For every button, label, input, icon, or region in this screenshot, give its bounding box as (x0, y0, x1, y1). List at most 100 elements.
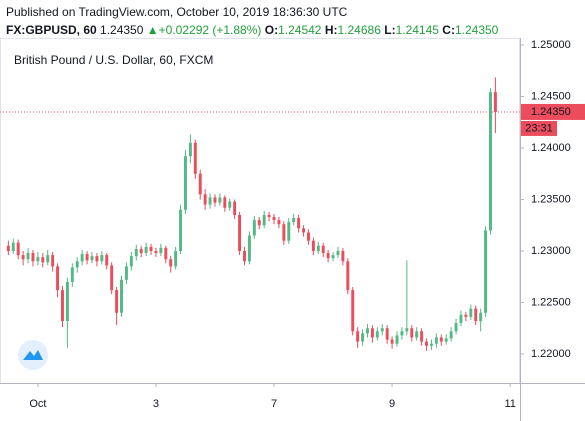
change: +0.02292 (+1.88%) (158, 23, 262, 37)
candle-body (272, 216, 276, 221)
candle-body (115, 290, 119, 313)
candle-body (213, 197, 217, 203)
candle-body (159, 247, 163, 254)
candle-body (351, 290, 355, 332)
candle-body (336, 250, 340, 256)
candle-body (36, 257, 40, 262)
candle-body (85, 254, 89, 261)
candle-body (410, 328, 414, 338)
candle-body (11, 242, 15, 251)
candle-body (439, 337, 443, 342)
candle-body (375, 331, 379, 338)
candle-body (90, 256, 94, 261)
y-tick-label: 1.24500 (531, 90, 571, 102)
candle-body (326, 253, 330, 259)
candle-body (218, 197, 222, 203)
candle-body (405, 328, 409, 332)
candle-body (247, 235, 251, 262)
candle-body (238, 214, 242, 251)
candle-body (282, 224, 286, 241)
y-tick-label: 1.25000 (531, 39, 571, 51)
candle-body (46, 255, 50, 263)
candle-body (193, 142, 197, 174)
candle-body (16, 242, 20, 256)
candle-body (292, 218, 296, 223)
candle-body (306, 232, 310, 241)
y-tick-label: 1.22000 (531, 348, 571, 360)
countdown-label: 23:31 (525, 122, 553, 134)
candle-body (31, 253, 35, 262)
candle-body (434, 337, 438, 344)
y-tick-label: 1.23000 (531, 245, 571, 257)
candle-body (356, 331, 360, 342)
logo-mark (23, 350, 43, 360)
candle-body (395, 335, 399, 344)
ohlc-value: 1.24350 (454, 23, 499, 37)
candle-body (233, 201, 237, 215)
candle-body (154, 250, 158, 254)
candle-body (120, 279, 123, 313)
candle-body (257, 220, 261, 226)
candle-body (164, 247, 168, 260)
candle-body (129, 256, 133, 267)
candle-body (110, 265, 114, 291)
candle-body (262, 214, 266, 226)
last-price: 1.24350 (100, 23, 144, 37)
candle-body (297, 218, 301, 229)
ohlc-label: O: (264, 23, 279, 37)
candle-body (400, 331, 404, 336)
candle-body (144, 246, 148, 254)
candle-body (277, 220, 281, 225)
candle-body (228, 201, 232, 208)
candle-body (464, 314, 468, 317)
ohlc-value: 1.24145 (395, 23, 439, 37)
y-tick-label: 1.23500 (531, 193, 571, 205)
candle-body (429, 343, 433, 346)
up-arrow: ▲ (146, 23, 159, 37)
ohlc-label: C: (442, 23, 455, 37)
x-tick-label: 3 (153, 398, 159, 410)
candle-body (331, 255, 335, 259)
last-price-label: 1.24350 (531, 106, 571, 118)
y-tick-label: 1.24000 (531, 142, 571, 154)
y-tick-label: 1.22500 (531, 296, 571, 308)
candle-body (390, 339, 394, 344)
candle-body (252, 220, 256, 236)
candle-body (56, 266, 60, 291)
candle-body (469, 308, 473, 317)
ohlc-value: 1.24542 (278, 23, 322, 37)
plot-frame (0, 38, 520, 384)
candle-body (415, 331, 419, 338)
candle-body (479, 312, 483, 322)
candle-body (61, 290, 64, 322)
candle-body (51, 255, 55, 267)
candle-body (65, 281, 69, 322)
candle-body (208, 197, 212, 205)
candle-body (183, 156, 187, 210)
candle-body (188, 142, 192, 157)
candle-body (474, 308, 478, 322)
candle-body (493, 92, 497, 112)
published-line: Published on TradingView.com, October 10… (6, 3, 498, 21)
candle-body (341, 250, 345, 262)
ohlc-label: L: (384, 23, 396, 37)
logo (18, 340, 48, 370)
candle-body (454, 323, 458, 332)
candle-body (41, 257, 45, 263)
candle-body (139, 248, 143, 254)
candle-body (203, 194, 207, 205)
x-tick-label: Oct (29, 398, 46, 410)
candle-body (444, 338, 448, 342)
candle-body (366, 328, 369, 334)
candle-body (134, 248, 138, 257)
header: Published on TradingView.com, October 10… (6, 3, 498, 39)
candle-body (370, 328, 374, 338)
quote-line: FX:GBPUSD, 60 1.24350 ▲+0.02292 (+1.88%)… (6, 21, 498, 39)
candle-body (149, 246, 153, 251)
candle-body (311, 240, 315, 251)
x-tick-label: 11 (504, 398, 515, 410)
candle-body (70, 267, 74, 282)
candle-body (449, 331, 453, 339)
